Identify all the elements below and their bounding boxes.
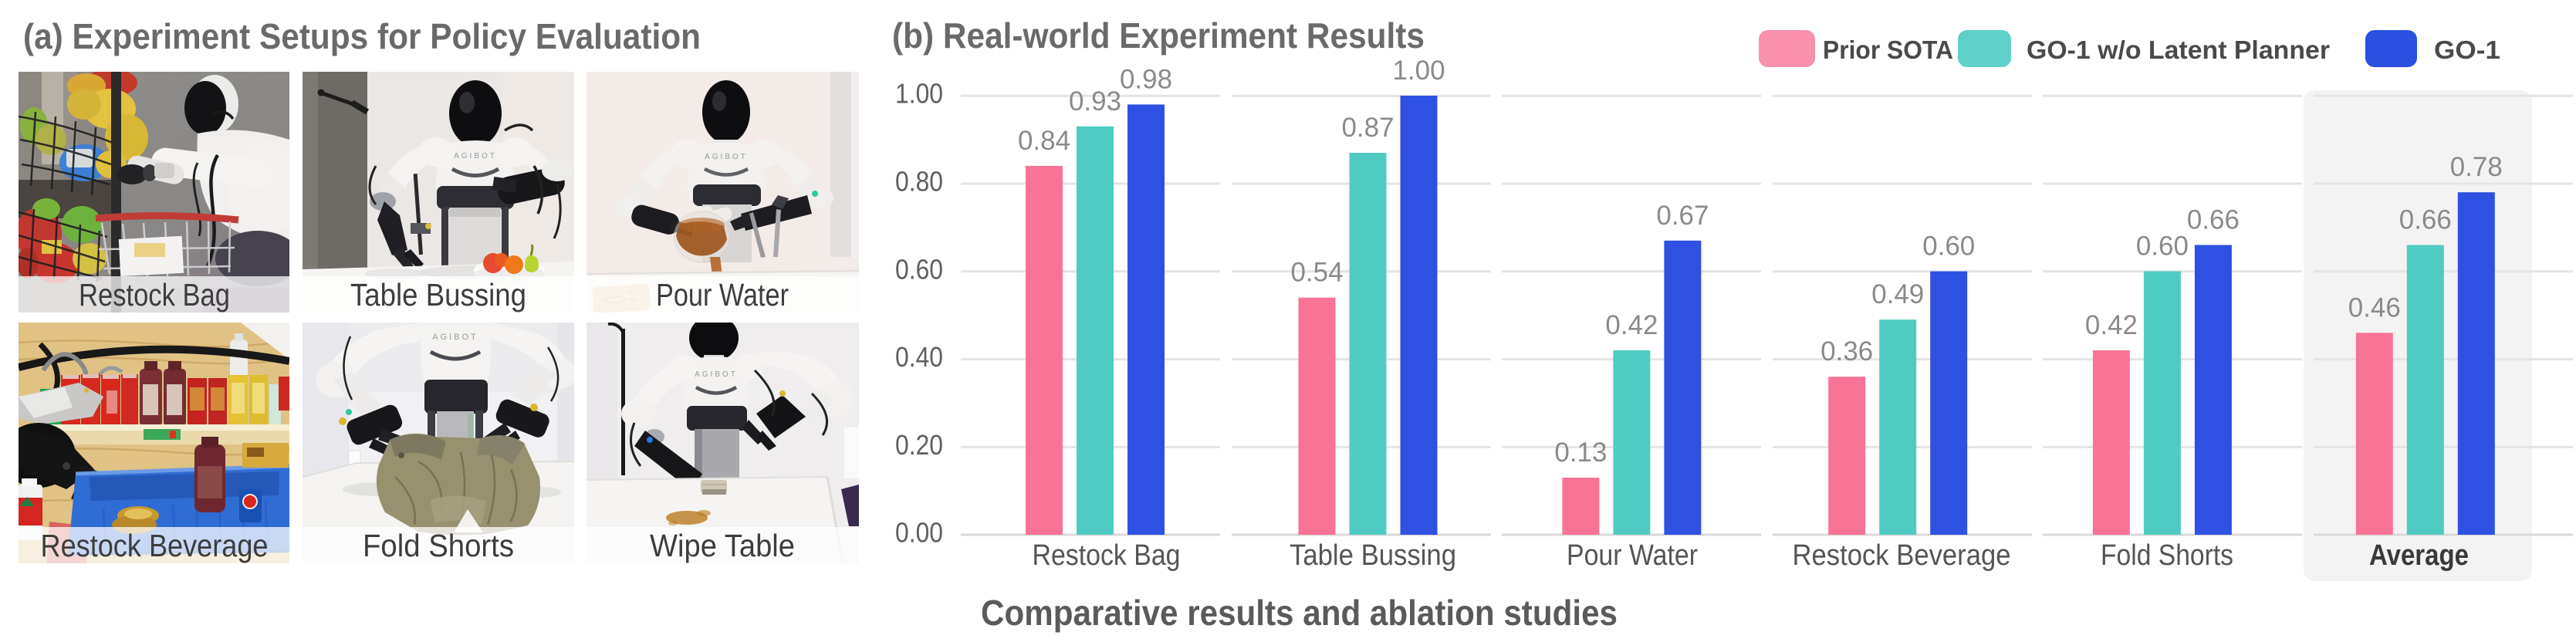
svg-text:0.00: 0.00	[895, 517, 943, 549]
svg-text:Pour Water: Pour Water	[1567, 539, 1698, 572]
svg-text:0.60: 0.60	[2136, 231, 2189, 262]
svg-text:AGIBOT: AGIBOT	[432, 333, 478, 342]
svg-text:Restock Bag: Restock Bag	[1033, 539, 1181, 572]
svg-text:0.42: 0.42	[2085, 310, 2138, 340]
svg-text:0.13: 0.13	[1554, 438, 1607, 468]
svg-text:0.87: 0.87	[1342, 113, 1394, 143]
svg-text:Fold Shorts: Fold Shorts	[2101, 539, 2233, 572]
svg-text:1.00: 1.00	[895, 78, 943, 110]
svg-text:0.36: 0.36	[1820, 336, 1873, 367]
svg-text:0.93: 0.93	[1069, 86, 1121, 117]
svg-text:0.66: 0.66	[2399, 205, 2452, 235]
svg-text:0.98: 0.98	[1120, 64, 1172, 94]
svg-text:0.49: 0.49	[1871, 279, 1924, 309]
svg-text:Wipe Table: Wipe Table	[650, 528, 795, 563]
svg-text:AGIBOT: AGIBOT	[695, 370, 738, 379]
svg-text:Table Bussing: Table Bussing	[1290, 539, 1456, 572]
svg-text:0.40: 0.40	[895, 341, 943, 373]
svg-text:(b) Real-world Experiment Resu: (b) Real-world Experiment Results	[892, 15, 1425, 56]
svg-text:AGIBOT: AGIBOT	[705, 153, 748, 161]
svg-text:0.84: 0.84	[1018, 126, 1070, 156]
svg-text:Restock Beverage: Restock Beverage	[41, 528, 269, 563]
svg-text:Table Bussing: Table Bussing	[350, 277, 526, 313]
svg-text:Pour Water: Pour Water	[656, 277, 789, 313]
svg-text:GO-1: GO-1	[2434, 35, 2500, 64]
svg-text:AGIBOT: AGIBOT	[454, 152, 497, 160]
svg-text:0.20: 0.20	[895, 429, 943, 461]
svg-text:0.78: 0.78	[2450, 152, 2503, 182]
svg-text:0.60: 0.60	[895, 253, 943, 285]
svg-text:0.46: 0.46	[2348, 292, 2401, 323]
svg-text:Fold Shorts: Fold Shorts	[363, 528, 514, 563]
svg-text:0.54: 0.54	[1291, 258, 1344, 288]
svg-text:(a) Experiment Setups for Poli: (a) Experiment Setups for Policy Evaluat…	[23, 16, 701, 56]
svg-text:0.60: 0.60	[1922, 231, 1975, 262]
svg-text:Restock Bag: Restock Bag	[79, 277, 230, 313]
svg-text:Average: Average	[2369, 539, 2469, 572]
svg-text:0.67: 0.67	[1656, 201, 1709, 231]
svg-text:0.80: 0.80	[895, 166, 943, 198]
svg-text:0.42: 0.42	[1605, 310, 1658, 340]
svg-text:GO-1 w/o Latent Planner: GO-1 w/o Latent Planner	[2027, 35, 2330, 64]
svg-text:0.66: 0.66	[2187, 205, 2240, 235]
svg-text:Comparative results and ablati: Comparative results and ablation studies	[981, 593, 1618, 633]
svg-text:Prior SOTA: Prior SOTA	[1823, 35, 1953, 64]
svg-text:1.00: 1.00	[1393, 56, 1445, 86]
svg-text:Restock Beverage: Restock Beverage	[1793, 539, 2011, 572]
